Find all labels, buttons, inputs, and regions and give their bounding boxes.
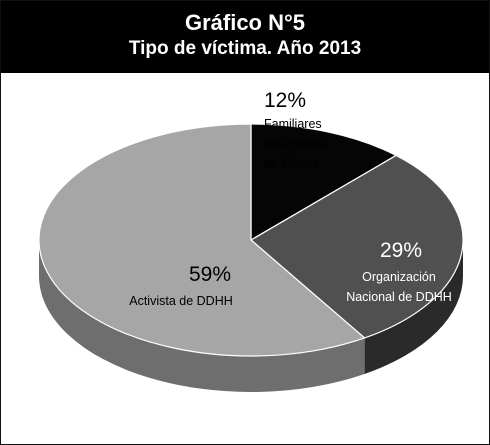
pie-slice-3: [38, 123, 366, 357]
chart-title: Gráfico N°5: [184, 10, 306, 35]
pie-category-label-1-line-1: Familiares: [264, 117, 322, 131]
pie-slice-2: [250, 154, 464, 339]
pie-value-label-3: 59%: [189, 263, 231, 286]
pie-category-label-2-line-2: Nacional de DDHH: [346, 290, 452, 304]
pie-value-label-1: 12%: [264, 89, 306, 112]
pie-category-label-1-line-2: de activista: [264, 137, 327, 151]
chart-header: Gráfico N°5 Tipo de víctima. Año 2013: [1, 1, 489, 73]
pie-side-2: [364, 240, 463, 374]
pie-value-label-2: 29%: [380, 239, 422, 262]
pie-category-label-1-line-3: de DDHH: [264, 157, 318, 171]
chart-subtitle: Tipo de víctima. Año 2013: [128, 38, 362, 59]
pie-side-walls: [39, 240, 463, 392]
pie-category-label-2-line-1: Organización: [362, 270, 436, 284]
pie-side-3: [39, 240, 365, 392]
pie-category-label-3-line-1: Activista de DDHH: [129, 294, 233, 308]
pie-slice-1: [250, 123, 397, 241]
pie-chart: 12% Familiares de activista de DDHH 29% Organ…: [38, 89, 464, 392]
